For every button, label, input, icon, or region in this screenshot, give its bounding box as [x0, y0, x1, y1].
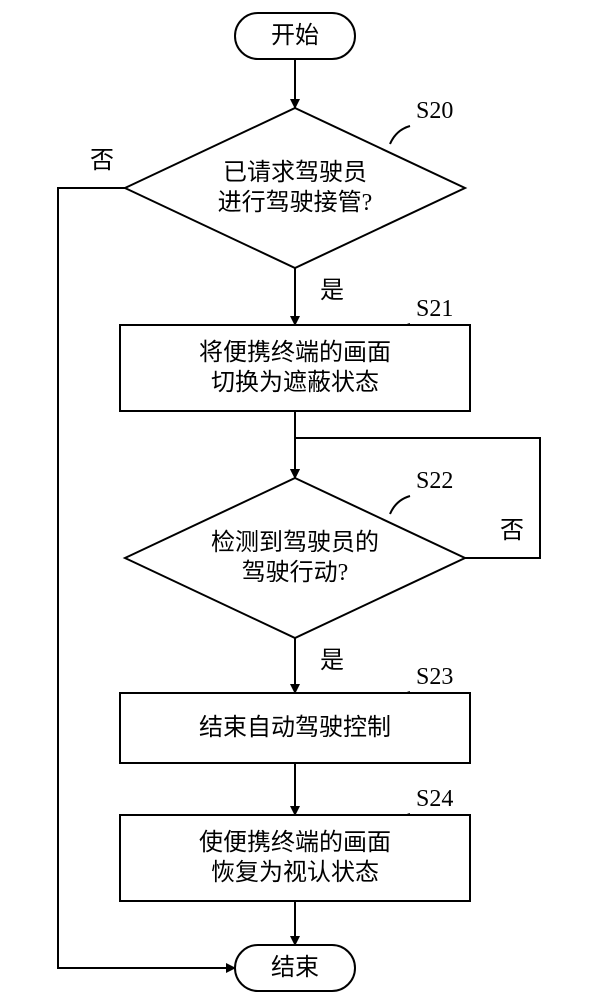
edge-label: 是: [320, 648, 344, 674]
step-tag: S23: [416, 664, 453, 690]
edge-label: 是: [320, 278, 344, 304]
node-label: 检测到驾驶员的 驾驶行动?: [125, 478, 465, 638]
node-label: 结束: [235, 945, 355, 991]
node-s21: 将便携终端的画面 切换为遮蔽状态: [120, 325, 470, 411]
flowchart-canvas: 是是否否S20S21S22S23S24开始已请求驾驶员 进行驾驶接管?将便携终端…: [0, 0, 589, 1000]
edge-label: 否: [90, 148, 114, 174]
node-s20: 已请求驾驶员 进行驾驶接管?: [125, 108, 465, 268]
node-s22: 检测到驾驶员的 驾驶行动?: [125, 478, 465, 638]
step-tag: S24: [416, 786, 453, 812]
edge-label: 否: [500, 518, 524, 544]
step-tag: S21: [416, 296, 453, 322]
node-start: 开始: [235, 13, 355, 59]
node-label: 将便携终端的画面 切换为遮蔽状态: [120, 325, 470, 411]
node-label: 开始: [235, 13, 355, 59]
node-label: 使便携终端的画面 恢复为视认状态: [120, 815, 470, 901]
node-label: 结束自动驾驶控制: [120, 693, 470, 763]
node-s23: 结束自动驾驶控制: [120, 693, 470, 763]
node-s24: 使便携终端的画面 恢复为视认状态: [120, 815, 470, 901]
node-label: 已请求驾驶员 进行驾驶接管?: [125, 108, 465, 268]
node-end: 结束: [235, 945, 355, 991]
